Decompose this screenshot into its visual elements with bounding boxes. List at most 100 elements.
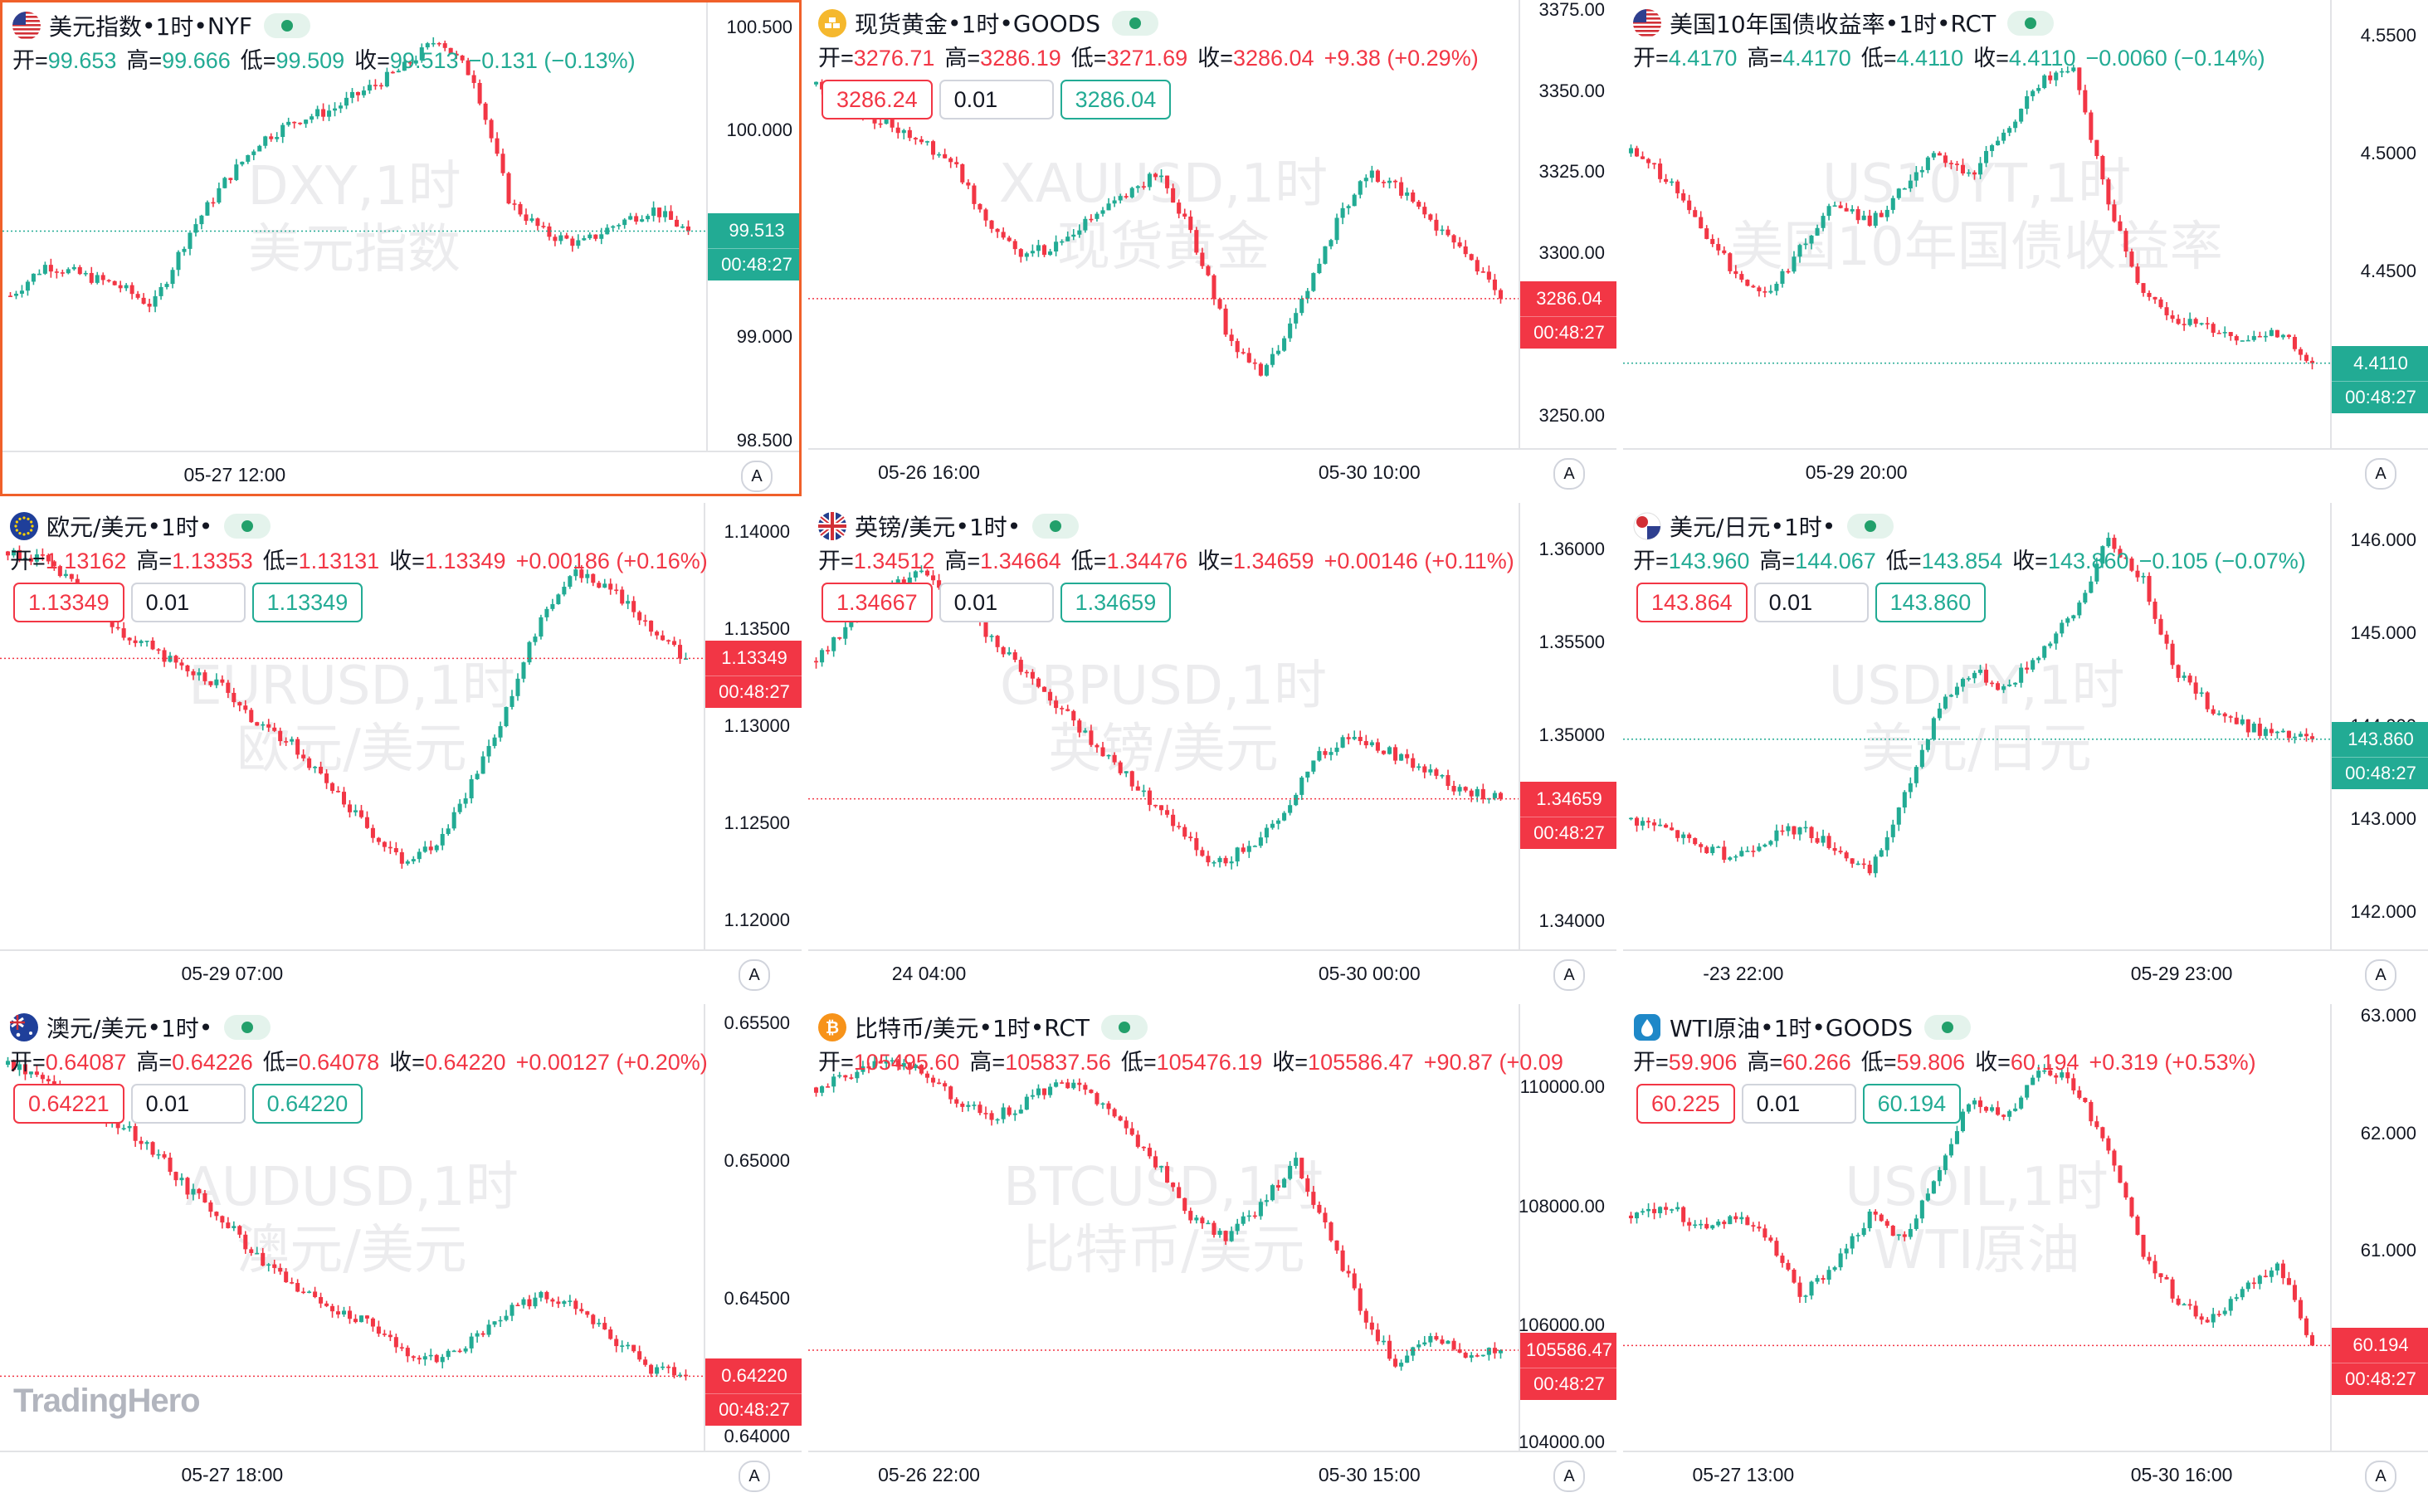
market-status-badge[interactable]	[1847, 514, 1894, 539]
symbol-header[interactable]: 美元指数 • 1时 • NYF	[12, 9, 311, 42]
symbol-header[interactable]: 欧元/美元 • 1时 •	[10, 510, 271, 543]
auto-scale-button[interactable]: A	[2365, 959, 2396, 991]
candle-body	[286, 121, 291, 125]
interval-label[interactable]: 1时	[155, 13, 194, 41]
quantity-input[interactable]: 0.01	[130, 583, 246, 622]
interval-label[interactable]: 1时	[160, 514, 199, 541]
chart-panel[interactable]: US10YT,1时 美国10年国债收益率 4.5500 4.5000 4.4500 4.4…	[1623, 0, 2428, 496]
auto-scale-button[interactable]: A	[739, 959, 770, 991]
symbol-header[interactable]: 美国10年国债收益率 • 1时 • RCT	[1633, 7, 2055, 40]
time-scale[interactable]: 05-27 12:00 A	[2, 451, 799, 494]
symbol-header[interactable]: ₿ 比特币/美元 • 1时 • RCT	[818, 1011, 1148, 1044]
candle-body	[1223, 308, 1228, 335]
buy-button[interactable]: 1.34659	[1060, 583, 1172, 622]
interval-label[interactable]: 1时	[992, 1015, 1031, 1042]
quantity-input[interactable]: 0.01	[130, 1084, 246, 1124]
candle-body	[1065, 709, 1070, 711]
sell-button[interactable]: 1.13349	[13, 583, 124, 622]
auto-scale-button[interactable]: A	[741, 461, 773, 492]
market-open-dot-icon	[241, 1022, 254, 1033]
price-scale[interactable]: 110000.00 108000.00 106000.00 104000.00 1055…	[1519, 1004, 1616, 1452]
time-scale[interactable]: 05-29 07:00 A	[0, 949, 802, 997]
candle-body	[849, 621, 854, 627]
interval-label[interactable]: 1时	[160, 1015, 199, 1042]
chart-panel[interactable]: XAUUSD,1时 现货黄金 3375.00 3350.00 3325.00 3300.0…	[808, 0, 1616, 496]
buy-button[interactable]: 0.64220	[251, 1084, 363, 1124]
interval-label[interactable]: 1时	[968, 514, 1007, 541]
market-status-badge[interactable]	[1924, 1015, 1972, 1040]
interval-label[interactable]: 1时	[1773, 1015, 1812, 1042]
symbol-header[interactable]: WTI原油 • 1时 • GOODS	[1633, 1011, 1972, 1044]
chart-panel[interactable]: EURUSD,1时 欧元/美元 1.14000 1.13500 1.13000 1.125…	[0, 503, 802, 997]
sell-button[interactable]: 3286.24	[822, 80, 933, 119]
symbol-header[interactable]: 英镑/美元 • 1时 •	[818, 510, 1080, 543]
market-status-badge[interactable]	[264, 13, 311, 38]
time-scale[interactable]: 05-26 16:00 05-30 10:00 A	[808, 448, 1616, 496]
auto-scale-button[interactable]: A	[1553, 1461, 1585, 1492]
candlestick-chart[interactable]	[1623, 0, 2330, 448]
auto-scale-button[interactable]: A	[1553, 959, 1585, 991]
price-scale[interactable]: 1.36000 1.35500 1.35000 1.34000 1.34659 00:48…	[1519, 503, 1616, 949]
auto-scale-button[interactable]: A	[2365, 458, 2396, 490]
candle-body	[1393, 1358, 1398, 1367]
chart-panel[interactable]: BTCUSD,1时 比特币/美元 110000.00 108000.00 106000.…	[808, 1004, 1616, 1499]
buy-button[interactable]: 60.194	[1862, 1084, 1962, 1124]
market-status-badge[interactable]	[1111, 11, 1158, 36]
sell-button[interactable]: 143.864	[1636, 583, 1748, 622]
candlestick-chart[interactable]	[1623, 1004, 2330, 1451]
market-status-badge[interactable]	[224, 1015, 271, 1040]
buy-button[interactable]: 1.13349	[251, 583, 363, 622]
chart-panel[interactable]: USOIL,1时 WTI原油 63.000 62.000 61.000 60.194 00:…	[1623, 1004, 2428, 1499]
candlestick-chart[interactable]	[1623, 503, 2330, 949]
time-scale[interactable]: 05-27 18:00 A	[0, 1451, 802, 1499]
candle-body	[278, 1267, 283, 1272]
chart-panel[interactable]: GBPUSD,1时 英镑/美元 1.36000 1.35500 1.35000 1.340…	[808, 503, 1616, 997]
market-status-badge[interactable]	[1101, 1015, 1148, 1040]
market-status-badge[interactable]	[2007, 11, 2055, 36]
interval-label[interactable]: 1时	[1783, 514, 1822, 541]
interval-label[interactable]: 1时	[1899, 11, 1937, 38]
time-scale[interactable]: -23 22:00 05-29 23:00 A	[1623, 949, 2428, 997]
time-scale[interactable]: 05-29 20:00 A	[1623, 448, 2428, 496]
auto-scale-button[interactable]: A	[2365, 1461, 2396, 1492]
sell-button[interactable]: 60.225	[1636, 1084, 1735, 1124]
market-status-badge[interactable]	[1032, 514, 1080, 539]
symbol-header[interactable]: 澳元/美元 • 1时 •	[10, 1011, 271, 1044]
candlestick-chart[interactable]	[2, 2, 706, 451]
chart-panel[interactable]: AUDUSD,1时 澳元/美元 0.65500 0.65000 0.64500 0.640…	[0, 1004, 802, 1499]
ohlc-readout: 开=0.64087 高=0.64226 低=0.64078 收=0.64220 +0.0…	[10, 1044, 708, 1076]
market-status-badge[interactable]	[224, 514, 271, 539]
candlestick-chart[interactable]	[808, 1004, 1519, 1451]
chart-panel[interactable]: USDJPY,1时美元/日元146.000145.000144.000143.0…	[1623, 503, 2428, 997]
quantity-input[interactable]: 0.01	[939, 583, 1054, 622]
time-scale[interactable]: 05-26 22:00 05-30 15:00 A	[808, 1451, 1616, 1499]
time-scale[interactable]: 05-27 13:00 05-30 16:00 A	[1623, 1451, 2428, 1499]
candle-body	[358, 810, 363, 817]
time-scale[interactable]: 24 04:00 05-30 00:00 A	[808, 949, 1616, 997]
buy-button[interactable]: 143.860	[1875, 583, 1987, 622]
interval-label[interactable]: 1时	[961, 11, 1000, 38]
price-scale[interactable]: 1.14000 1.13500 1.13000 1.12500 1.12000 1.133…	[704, 503, 802, 949]
buy-button[interactable]: 3286.04	[1060, 80, 1172, 119]
chart-panel[interactable]: DXY,1时 美元指数 100.500 100.000 99.000 98.500 99.5…	[0, 0, 802, 496]
candle-body	[57, 566, 62, 577]
candle-body	[1048, 691, 1053, 701]
sell-button[interactable]: 0.64221	[13, 1084, 124, 1124]
auto-scale-button[interactable]: A	[739, 1461, 770, 1492]
price-scale[interactable]: 3375.00 3350.00 3325.00 3300.00 3250.00 3286.…	[1519, 0, 1616, 448]
price-scale[interactable]: 146.000145.000144.000143.000142.000143.8…	[2330, 503, 2428, 949]
candle-body	[1095, 1093, 1099, 1105]
price-scale[interactable]: 0.65500 0.65000 0.64500 0.64000 0.64220 00:48…	[704, 1004, 802, 1451]
price-scale[interactable]: 63.000 62.000 61.000 60.194 00:48:27	[2330, 1004, 2428, 1451]
sell-button[interactable]: 1.34667	[822, 583, 933, 622]
quantity-input[interactable]: 0.01	[939, 80, 1054, 119]
candle-body	[1774, 830, 1779, 841]
price-scale[interactable]: 100.500 100.000 99.000 98.500 99.513 00:48:27	[706, 2, 799, 451]
candlestick-chart[interactable]	[0, 503, 704, 949]
symbol-header[interactable]: 美元/日元 • 1时 •	[1633, 510, 1894, 543]
quantity-input[interactable]: 0.01	[1741, 1084, 1856, 1124]
symbol-header[interactable]: 现货黄金 • 1时 • GOODS	[818, 7, 1158, 40]
quantity-input[interactable]: 0.01	[1753, 583, 1869, 622]
auto-scale-button[interactable]: A	[1553, 458, 1585, 490]
